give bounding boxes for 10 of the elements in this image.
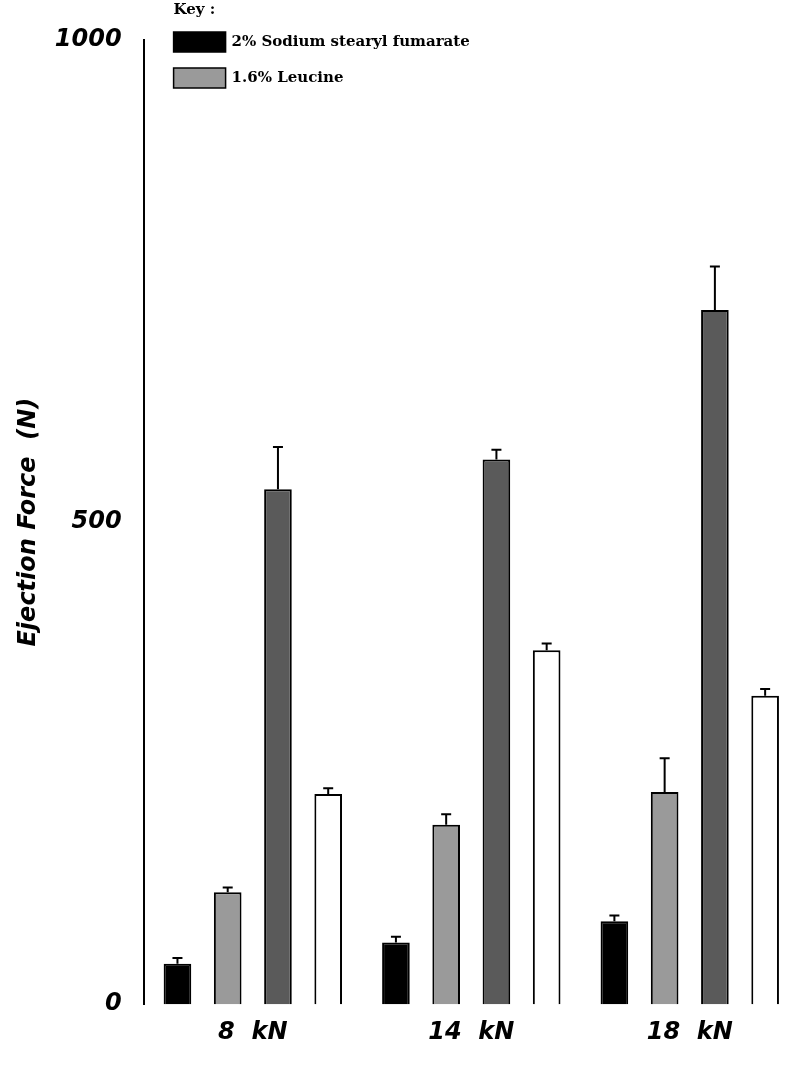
y-axis-title: Ejection Force (N) [12,397,41,647]
x-tick-label: 8 kN [218,1016,288,1045]
legend-label: 1.6% Leucine [231,67,344,86]
y-tick-label: 0 [104,988,122,1017]
x-tick-label: 14 kN [428,1016,515,1045]
y-tick-label: 1000 [54,24,122,53]
legend-label: 2% Sodium stearyl fumarate [231,31,470,50]
x-tick-label: 18 kN [646,1016,733,1045]
y-tick-label: 500 [71,506,122,535]
legend-title: Key : [173,0,216,18]
